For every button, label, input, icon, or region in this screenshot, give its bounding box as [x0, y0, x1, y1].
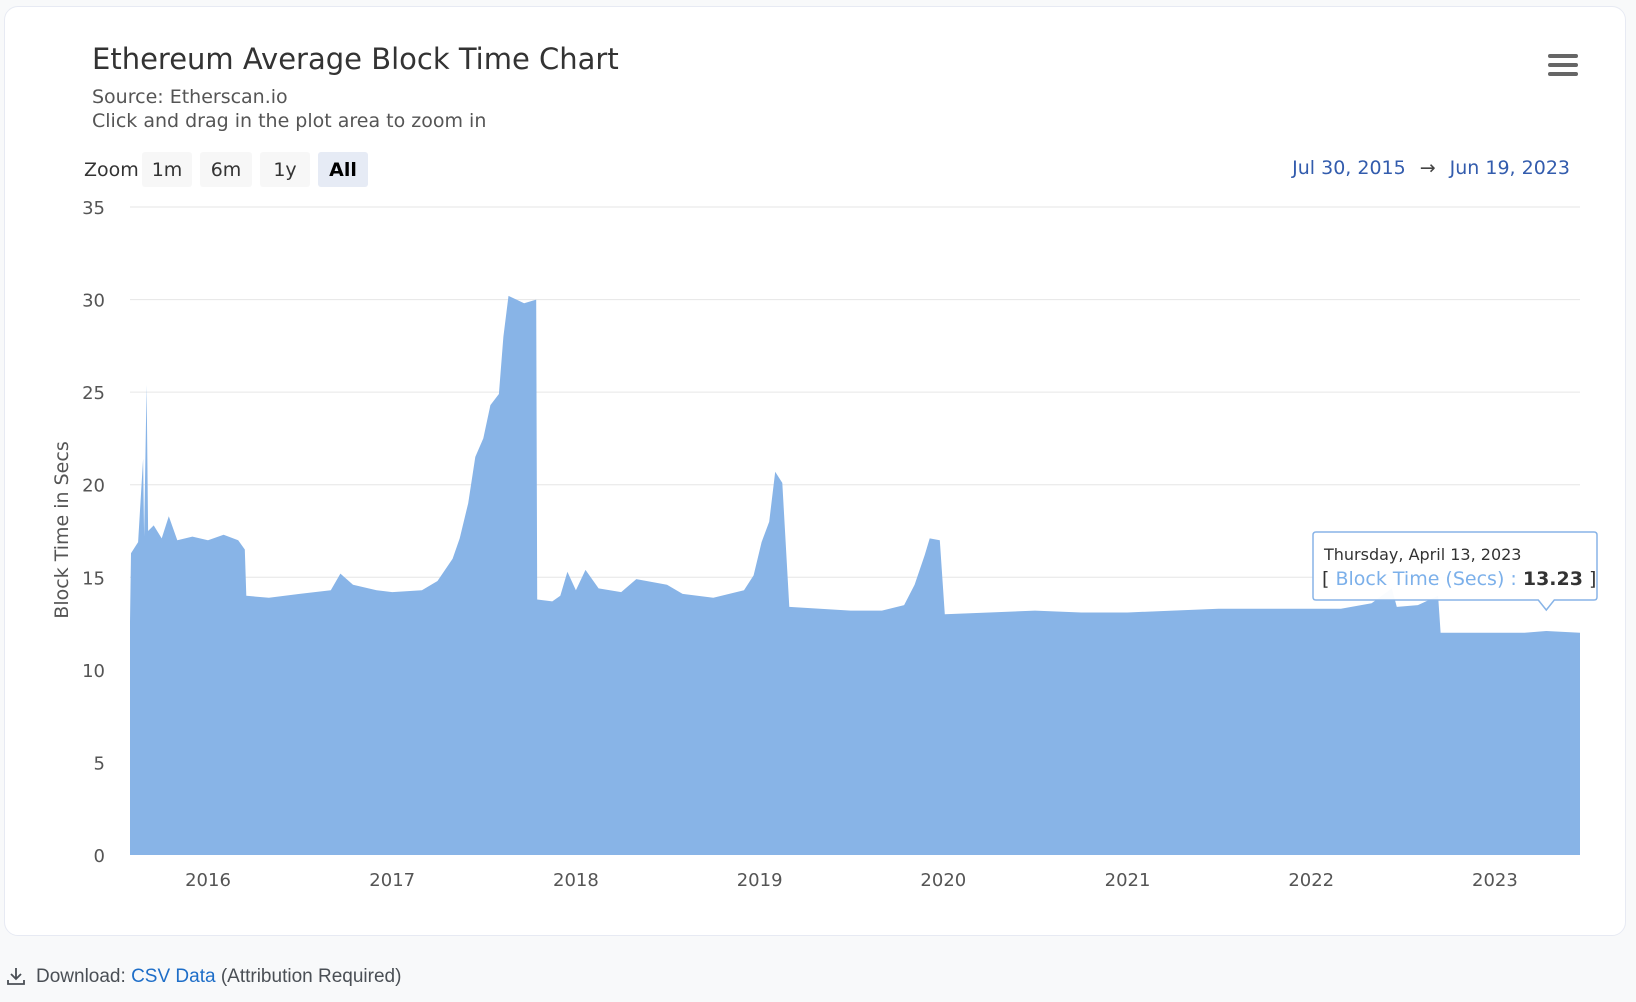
menu-bar [1548, 54, 1578, 58]
y-tick-label: 10 [82, 661, 105, 682]
menu-bar [1548, 72, 1578, 76]
y-tick-label: 20 [82, 476, 105, 497]
x-tick-label: 2017 [369, 870, 415, 891]
x-tick-label: 2022 [1288, 870, 1334, 891]
zoom-all-button[interactable]: All [318, 152, 368, 187]
x-tick-label: 2021 [1105, 870, 1151, 891]
tooltip-open-bracket: [ [1322, 568, 1329, 590]
chart-source: Source: Etherscan.io [92, 86, 288, 108]
x-tick-label: 2023 [1472, 870, 1518, 891]
range-from-date[interactable]: Jul 30, 2015 [1292, 157, 1406, 179]
download-icon[interactable] [6, 966, 26, 986]
tooltip-close-bracket: ] [1589, 568, 1596, 590]
y-axis-label: Block Time in Secs [51, 441, 73, 618]
tooltip-box [1312, 531, 1598, 612]
range-to-date[interactable]: Jun 19, 2023 [1449, 157, 1570, 179]
x-tick-label: 2020 [920, 870, 966, 891]
y-tick-label: 25 [82, 383, 105, 404]
tooltip-separator: : [1510, 568, 1516, 590]
tooltip: Thursday, April 13, 2023 [ Block Time (S… [1312, 531, 1598, 612]
x-tick-label: 2018 [553, 870, 599, 891]
tooltip-date: Thursday, April 13, 2023 [1323, 545, 1521, 564]
chart-instruction: Click and drag in the plot area to zoom … [92, 110, 487, 132]
date-range: Jul 30, 2015 → Jun 19, 2023 [1292, 157, 1570, 179]
hamburger-menu-icon[interactable] [1548, 54, 1578, 80]
chart-title: Ethereum Average Block Time Chart [92, 42, 619, 76]
tooltip-line: [ Block Time (Secs) : 13.23 ] [1322, 568, 1596, 590]
tooltip-series-name: Block Time (Secs) [1335, 568, 1504, 590]
y-tick-label: 5 [94, 753, 105, 774]
x-tick-label: 2019 [737, 870, 783, 891]
y-axis-ticks: 0 5 10 15 20 25 30 35 [82, 198, 105, 867]
range-arrow: → [1419, 157, 1436, 179]
menu-bar [1548, 63, 1578, 67]
zoom-1y-button[interactable]: 1y [260, 152, 310, 187]
attribution-note: (Attribution Required) [220, 966, 402, 987]
y-tick-label: 15 [82, 568, 105, 589]
block-time-area[interactable] [130, 295, 1580, 855]
tooltip-value: 13.23 [1523, 568, 1583, 590]
x-axis-ticks: 2016 2017 2018 2019 2020 2021 2022 2023 [185, 870, 1518, 891]
zoom-label: Zoom [84, 159, 139, 181]
download-bar: Download: CSV Data (Attribution Required… [6, 966, 401, 988]
y-tick-label: 30 [82, 291, 105, 312]
zoom-1m-button[interactable]: 1m [142, 152, 192, 187]
csv-data-link[interactable]: CSV Data [131, 966, 216, 987]
y-tick-label: 0 [94, 846, 105, 867]
download-label: Download: [36, 966, 126, 987]
x-tick-label: 2016 [185, 870, 231, 891]
zoom-6m-button[interactable]: 6m [200, 152, 252, 187]
y-tick-label: 35 [82, 198, 105, 219]
